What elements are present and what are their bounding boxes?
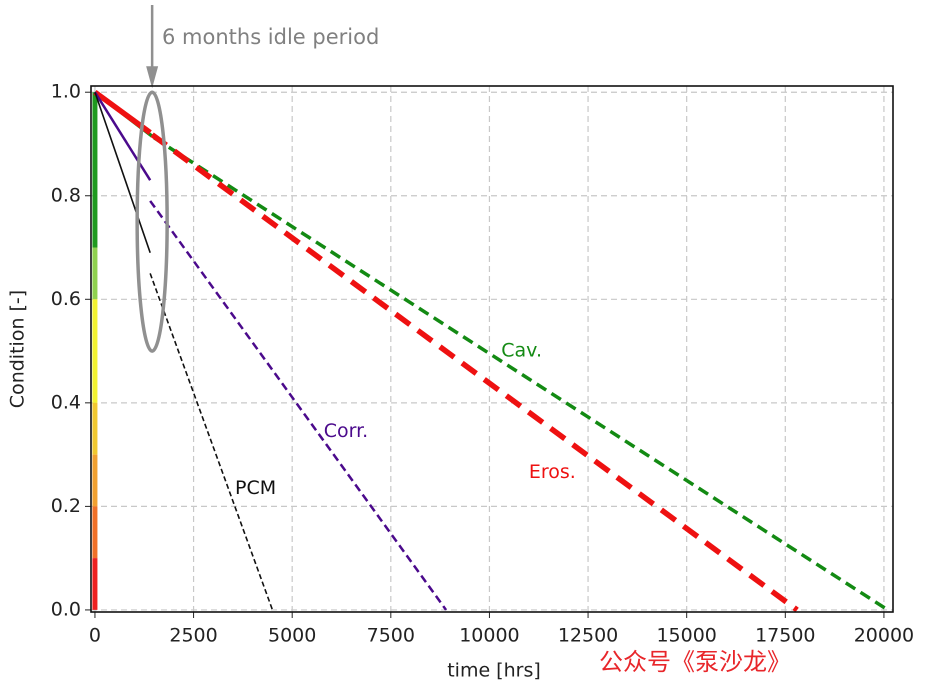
y-tick-label: 0.4: [51, 391, 81, 413]
x-tick-label: 5000: [268, 625, 316, 647]
annotation-text: 6 months idle period: [162, 25, 379, 49]
x-axis-label: time [hrs]: [447, 660, 541, 682]
y-tick-label: 1.0: [51, 81, 81, 103]
x-tick-label: 17500: [755, 625, 815, 647]
series-line: [153, 136, 889, 612]
x-tick-label: 20000: [854, 625, 914, 647]
y-tick-label: 0.0: [51, 598, 81, 620]
idle-ellipse: [135, 90, 169, 353]
series-label: PCM: [235, 477, 276, 499]
x-tick-label: 7500: [367, 625, 415, 647]
x-tick-label: 12500: [558, 625, 618, 647]
y-tick-label: 0.8: [51, 184, 81, 206]
series-line: [93, 91, 152, 181]
y-tick-label: 0.2: [51, 495, 81, 517]
plot-frame: [90, 85, 894, 613]
arrow-head: [146, 66, 159, 89]
x-tick-label: 10000: [459, 625, 519, 647]
watermark: 公众号《泵沙龙》: [599, 648, 791, 676]
y-tick-label: 0.6: [51, 288, 81, 310]
series-label: Eros.: [529, 461, 576, 483]
series-line: [94, 91, 151, 253]
series-label: Corr.: [324, 420, 368, 442]
series-line: [150, 132, 799, 613]
x-tick-label: 15000: [656, 625, 716, 647]
x-tick-label: 0: [89, 625, 101, 647]
series-line: [149, 273, 274, 611]
x-tick-label: 2500: [169, 625, 217, 647]
series-label: Cav.: [501, 340, 542, 362]
series-line: [149, 200, 448, 611]
y-axis-label: Condition [-]: [7, 290, 29, 408]
